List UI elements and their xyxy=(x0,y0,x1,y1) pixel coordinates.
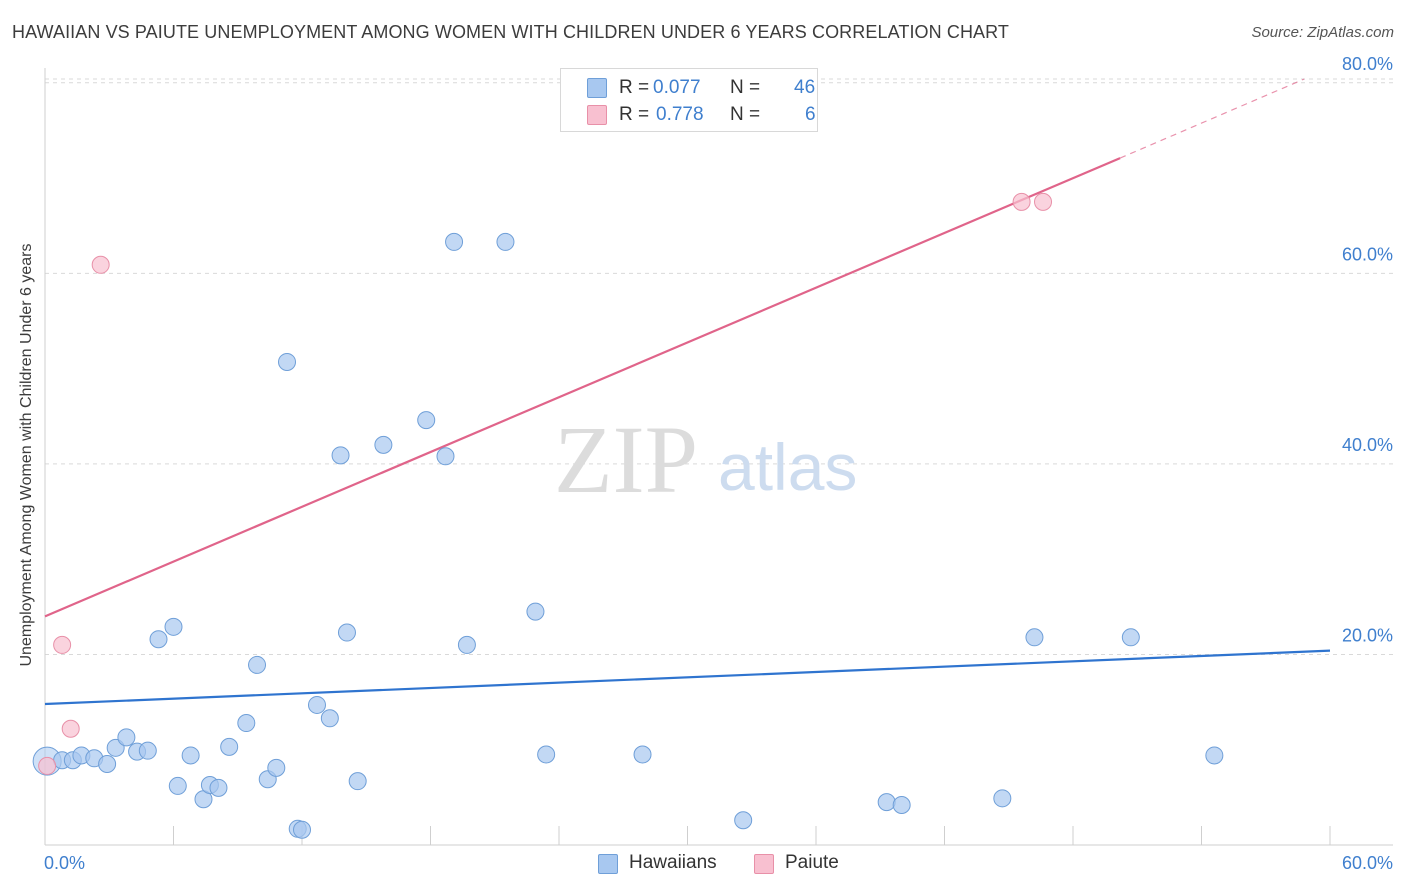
trend-lines xyxy=(44,78,1331,706)
data-point-hawaiians xyxy=(877,793,896,812)
chart-title: HAWAIIAN VS PAIUTE UNEMPLOYMENT AMONG WO… xyxy=(12,22,1010,42)
data-point-hawaiians xyxy=(445,232,464,251)
data-point-paiute xyxy=(61,719,80,738)
source-label: Source: ZipAtlas.com xyxy=(1251,24,1394,41)
data-point-paiute xyxy=(38,756,57,775)
data-point-hawaiians xyxy=(337,623,356,642)
data-point-hawaiians xyxy=(1205,746,1224,765)
data-point-hawaiians xyxy=(267,758,286,777)
n-value: 6 xyxy=(805,104,816,125)
legend-label-paiute: Paiute xyxy=(785,852,839,873)
y-tick-label: 20.0% xyxy=(1342,625,1393,645)
data-point-hawaiians xyxy=(734,811,753,830)
data-point-hawaiians xyxy=(417,411,436,430)
data-point-hawaiians xyxy=(993,789,1012,808)
data-point-hawaiians xyxy=(331,446,350,465)
data-point-hawaiians xyxy=(457,635,476,654)
x-tick-label-min: 0.0% xyxy=(44,853,85,873)
trend-line-paiute xyxy=(44,157,1121,618)
series-legend: Hawaiians Paiute xyxy=(0,852,1406,876)
r-label: R = xyxy=(619,104,650,125)
data-point-hawaiians xyxy=(1025,628,1044,647)
data-point-hawaiians xyxy=(237,714,256,733)
tick-labels: 20.0% 40.0% 60.0% 80.0% 0.0% 60.0% xyxy=(44,54,1393,873)
watermark-atlas: atlas xyxy=(718,430,857,504)
data-point-hawaiians xyxy=(138,741,157,760)
r-value: 0.778 xyxy=(656,104,704,125)
data-point-hawaiians xyxy=(164,617,183,636)
data-point-hawaiians xyxy=(348,772,367,791)
data-point-paiute xyxy=(91,255,110,274)
n-label: N = xyxy=(730,104,761,125)
data-point-hawaiians xyxy=(496,232,515,251)
legend-swatch-paiute xyxy=(754,854,774,874)
data-point-hawaiians xyxy=(537,745,556,764)
data-point-hawaiians xyxy=(168,776,187,795)
data-point-hawaiians xyxy=(374,435,393,454)
data-point-hawaiians xyxy=(307,695,326,714)
data-point-hawaiians xyxy=(436,447,455,466)
data-point-hawaiians xyxy=(181,746,200,765)
data-point-hawaiians xyxy=(209,778,228,797)
legend-label-hawaiians: Hawaiians xyxy=(629,852,717,873)
data-point-paiute xyxy=(53,635,72,654)
axes xyxy=(44,68,1393,846)
legend-swatch-hawaiians xyxy=(587,78,607,98)
data-point-hawaiians xyxy=(248,655,267,674)
legend-swatch-paiute xyxy=(587,105,607,125)
n-value: 46 xyxy=(794,77,816,98)
correlation-legend: R = 0.077 N = 46 R = 0.778 N = 6 xyxy=(560,68,818,132)
trend-line-extension-paiute xyxy=(1119,78,1305,159)
data-point-hawaiians xyxy=(278,352,297,371)
y-tick-label: 60.0% xyxy=(1342,244,1393,264)
data-point-hawaiians xyxy=(98,755,117,774)
r-label: R = xyxy=(619,77,650,98)
y-tick-label: 40.0% xyxy=(1342,435,1393,455)
y-tick-label: 80.0% xyxy=(1342,54,1393,74)
data-point-hawaiians xyxy=(526,602,545,621)
data-points xyxy=(32,192,1224,839)
data-point-hawaiians xyxy=(117,728,136,747)
data-point-hawaiians xyxy=(1121,628,1140,647)
data-point-hawaiians xyxy=(320,709,339,728)
data-point-hawaiians xyxy=(149,630,168,649)
legend-swatch-hawaiians xyxy=(598,854,618,874)
trend-line-hawaiians xyxy=(44,649,1331,706)
data-point-hawaiians xyxy=(293,820,311,839)
data-point-hawaiians xyxy=(220,737,239,756)
data-point-hawaiians xyxy=(633,745,652,764)
x-tick-label-max: 60.0% xyxy=(1342,853,1393,873)
r-value: 0.077 xyxy=(653,77,701,98)
watermark: ZIP atlas xyxy=(554,406,857,513)
watermark-zip: ZIP xyxy=(554,406,698,513)
n-label: N = xyxy=(730,77,761,98)
data-point-paiute xyxy=(1012,192,1031,211)
data-point-hawaiians xyxy=(892,795,911,814)
data-point-paiute xyxy=(1034,192,1053,211)
gridlines xyxy=(45,78,1393,655)
